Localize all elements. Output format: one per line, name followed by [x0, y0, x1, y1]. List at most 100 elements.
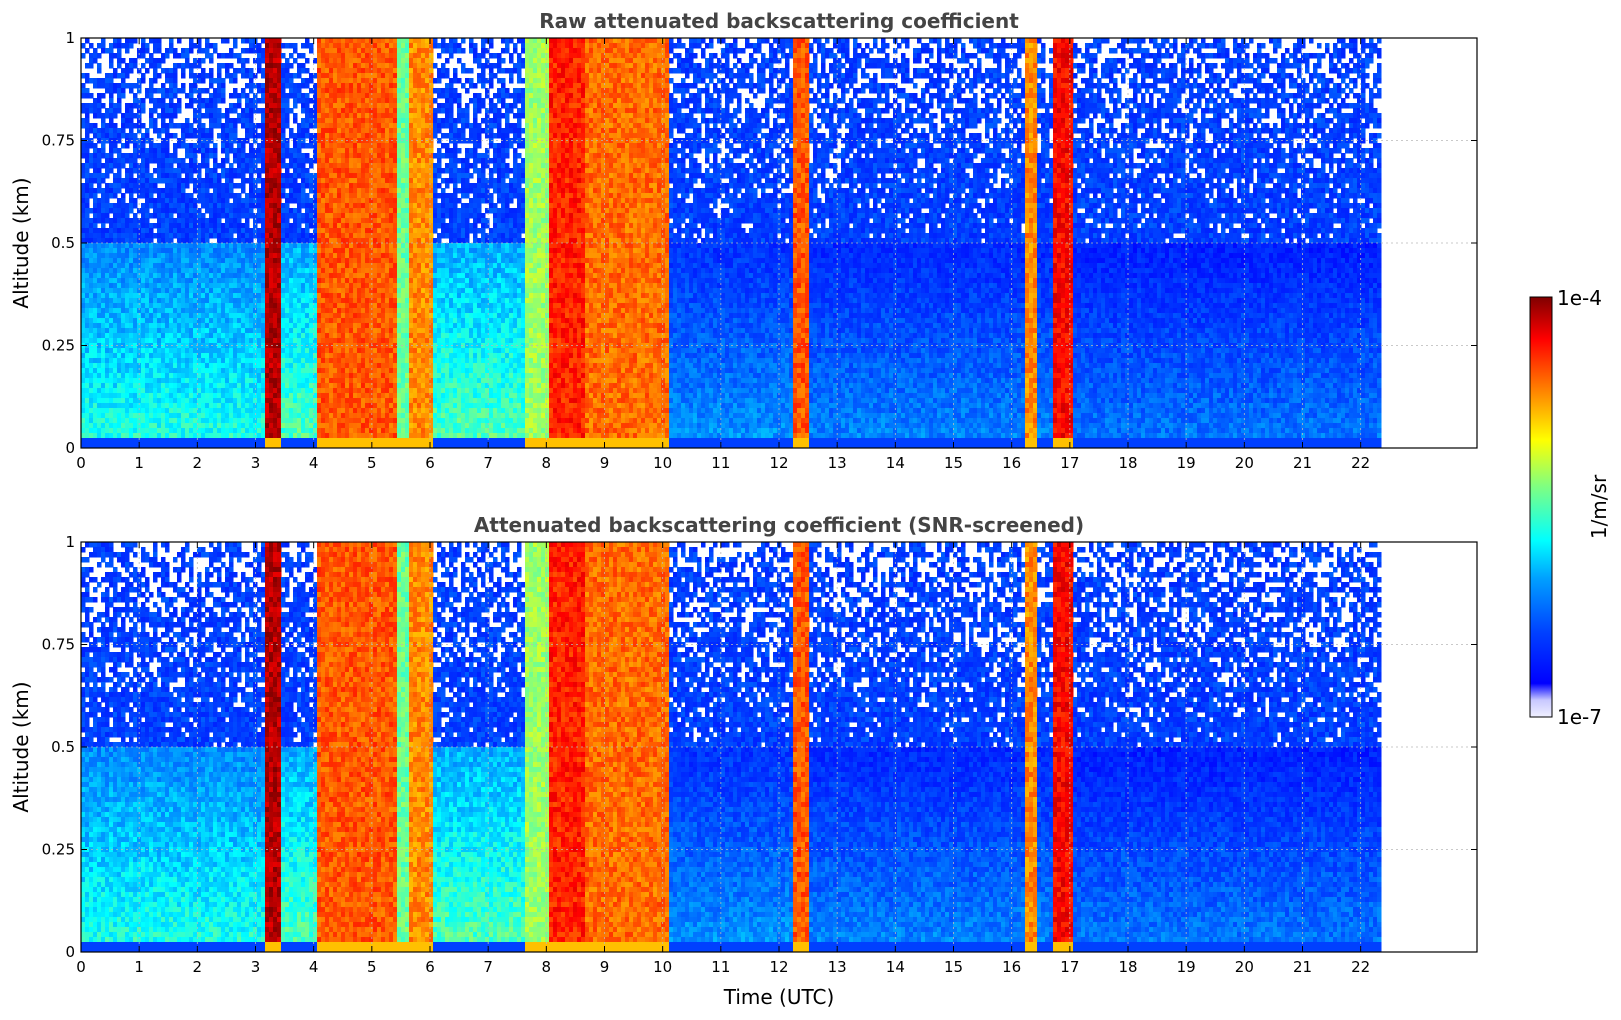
heat-cell [149, 378, 154, 384]
heat-cell [325, 263, 330, 269]
heat-cell [341, 128, 346, 134]
heat-cell [265, 93, 270, 99]
heat-cell [173, 383, 178, 389]
heat-cell [149, 388, 154, 394]
heat-cell [93, 433, 98, 439]
heat-cell [305, 383, 310, 389]
heat-cell [129, 238, 134, 244]
heat-cell [141, 433, 146, 439]
heat-cell [317, 113, 322, 119]
heat-cell [337, 423, 342, 429]
heat-cell [273, 333, 278, 339]
heat-cell [337, 118, 342, 124]
heat-cell [261, 398, 266, 404]
heat-cell [193, 223, 198, 229]
heat-cell [281, 193, 286, 199]
heat-cell [297, 433, 302, 439]
heat-cell [177, 323, 182, 329]
heat-cell [245, 243, 250, 249]
heat-cell [285, 373, 290, 379]
heat-cell [89, 323, 94, 329]
heat-cell [225, 298, 230, 304]
heat-cell [177, 98, 182, 104]
heat-cell [101, 273, 106, 279]
heat-cell [313, 223, 318, 229]
heat-cell [213, 313, 218, 319]
heat-cell [181, 83, 186, 89]
heat-cell [337, 148, 342, 154]
heat-cell [189, 218, 194, 224]
heat-cell [161, 398, 166, 404]
heat-cell [189, 68, 194, 74]
heat-cell [157, 193, 162, 199]
heat-cell [181, 63, 186, 69]
heat-cell [165, 358, 170, 364]
heat-cell [221, 98, 226, 104]
heat-cell [253, 193, 258, 199]
heat-cell [249, 108, 254, 114]
heat-cell [201, 248, 206, 254]
heat-cell [209, 368, 214, 374]
heat-cell [289, 63, 294, 69]
heat-cell [345, 133, 350, 139]
heat-cell [317, 38, 322, 44]
heat-cell [309, 183, 314, 189]
heat-cell [205, 113, 210, 119]
heat-cell [273, 423, 278, 429]
heat-cell [241, 393, 246, 399]
heat-cell [213, 438, 218, 444]
heat-cell [105, 113, 110, 119]
heat-cell [93, 193, 98, 199]
heat-cell [89, 63, 94, 69]
heat-cell [81, 153, 86, 159]
heat-cell [265, 393, 270, 399]
heat-cell [269, 313, 274, 319]
heat-cell [265, 318, 270, 324]
heat-cell [205, 173, 210, 179]
heat-cell [189, 208, 194, 214]
heat-cell [145, 403, 150, 409]
heat-cell [265, 163, 270, 169]
heat-cell [273, 208, 278, 214]
heat-cell [157, 438, 162, 444]
heat-cell [185, 368, 190, 374]
heat-cell [89, 233, 94, 239]
heat-cell [153, 268, 158, 274]
heat-cell [81, 338, 86, 344]
heat-cell [137, 363, 142, 369]
heat-cell [149, 393, 154, 399]
heat-cell [245, 283, 250, 289]
heat-cell [317, 413, 322, 419]
heat-cell [205, 363, 210, 369]
heat-cell [293, 98, 298, 104]
heat-cell [229, 408, 234, 414]
heat-cell [325, 113, 330, 119]
heat-cell [233, 198, 238, 204]
heat-cell [289, 373, 294, 379]
heat-cell [117, 83, 122, 89]
heat-cell [129, 128, 134, 134]
heat-cell [249, 313, 254, 319]
heat-cell [189, 203, 194, 209]
heat-cell [301, 348, 306, 354]
heat-cell [93, 318, 98, 324]
heat-cell [269, 83, 274, 89]
heat-cell [337, 68, 342, 74]
heat-cell [133, 123, 138, 129]
heat-cell [193, 393, 198, 399]
heat-cell [149, 383, 154, 389]
heat-cell [149, 268, 154, 274]
heat-cell [301, 258, 306, 264]
heat-cell [213, 353, 218, 359]
heat-cell [197, 378, 202, 384]
heat-cell [273, 413, 278, 419]
heat-cell [197, 38, 202, 44]
heat-cell [337, 293, 342, 299]
heat-cell [257, 293, 262, 299]
heat-cell [321, 293, 326, 299]
heat-cell [309, 143, 314, 149]
heat-cell [301, 288, 306, 294]
heat-cell [273, 163, 278, 169]
heat-cell [89, 238, 94, 244]
heat-cell [345, 213, 350, 219]
